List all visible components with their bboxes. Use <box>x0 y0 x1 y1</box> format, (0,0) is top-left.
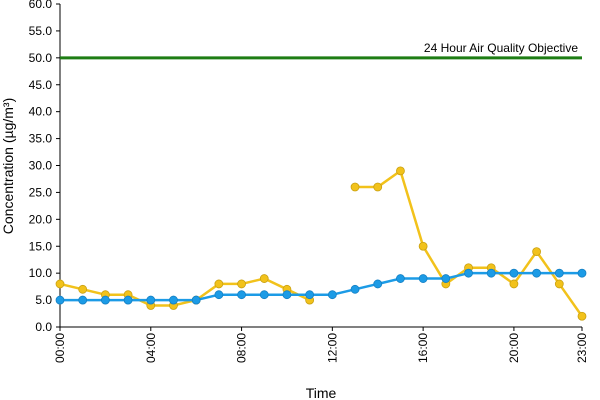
data-point <box>327 290 337 300</box>
data-point <box>464 268 473 278</box>
y-tick-label: 30.0 <box>29 159 53 173</box>
data-point <box>78 295 88 305</box>
data-point <box>55 279 65 289</box>
data-point <box>305 290 315 300</box>
data-point <box>486 268 496 278</box>
data-point <box>191 295 201 305</box>
y-tick-label: 25.0 <box>29 185 53 199</box>
data-point <box>146 295 156 305</box>
series-1 <box>55 268 587 305</box>
data-point <box>214 290 224 300</box>
data-point <box>396 166 405 176</box>
data-point <box>554 279 564 289</box>
data-point <box>577 311 587 321</box>
data-point <box>100 295 110 305</box>
data-point <box>396 274 405 283</box>
y-tick-label: 35.0 <box>29 132 53 146</box>
data-point <box>259 290 269 300</box>
x-tick-label: 16:00 <box>416 333 430 363</box>
data-point <box>78 284 88 294</box>
series-line <box>355 169 584 317</box>
reference-line-label: 24 Hour Air Quality Objective <box>424 41 578 55</box>
data-point <box>237 290 246 300</box>
y-tick-label: 50.0 <box>29 51 53 65</box>
reference-line-group: 24 Hour Air Quality Objective <box>60 41 582 60</box>
y-tick-label: 40.0 <box>29 105 53 119</box>
y-tick-label: 60.0 <box>29 0 53 11</box>
series-group <box>55 166 587 321</box>
data-point <box>282 290 292 300</box>
x-tick-label: 20:00 <box>507 333 521 363</box>
y-axis-title: Concentration (µg/m³) <box>0 98 16 234</box>
x-tick-label: 12:00 <box>325 333 339 363</box>
data-point <box>532 247 542 257</box>
y-tick-label: 55.0 <box>29 24 53 38</box>
x-axis-title: Time <box>306 385 337 400</box>
data-point <box>373 182 383 192</box>
data-point <box>509 279 519 289</box>
data-point <box>509 268 519 278</box>
y-tick-label: 20.0 <box>29 212 53 226</box>
x-tick-label: 04:00 <box>144 333 158 363</box>
data-point <box>532 268 542 278</box>
series-0 <box>55 166 587 321</box>
x-tick-label: 00:00 <box>53 333 67 363</box>
data-point <box>55 295 65 305</box>
data-point <box>214 279 224 289</box>
x-tick-label: 23:00 <box>575 333 589 363</box>
data-point <box>350 182 360 192</box>
y-axis: 0.0 5.0 10.0 15.0 20.0 25.0 30.0 35.0 40.0 45.0 50… <box>29 0 61 334</box>
x-axis: 00:00 04:00 08:00 12:00 16:00 20:00 23:00 <box>53 326 589 363</box>
y-tick-label: 5.0 <box>35 293 52 307</box>
y-tick-label: 10.0 <box>29 266 53 280</box>
data-point <box>418 274 428 283</box>
y-tick-label: 0.0 <box>35 320 52 334</box>
y-tick-label: 45.0 <box>29 78 53 92</box>
series-line <box>59 277 311 307</box>
data-point <box>350 284 360 294</box>
data-point <box>577 268 587 278</box>
data-point <box>441 274 451 283</box>
data-point <box>418 241 428 251</box>
x-tick-label: 08:00 <box>235 333 249 363</box>
data-point <box>554 268 564 278</box>
y-tick-label: 15.0 <box>29 239 53 253</box>
data-point <box>123 295 133 305</box>
data-point <box>373 279 383 289</box>
data-point <box>169 295 178 305</box>
data-point <box>259 274 269 283</box>
data-point <box>237 279 246 289</box>
